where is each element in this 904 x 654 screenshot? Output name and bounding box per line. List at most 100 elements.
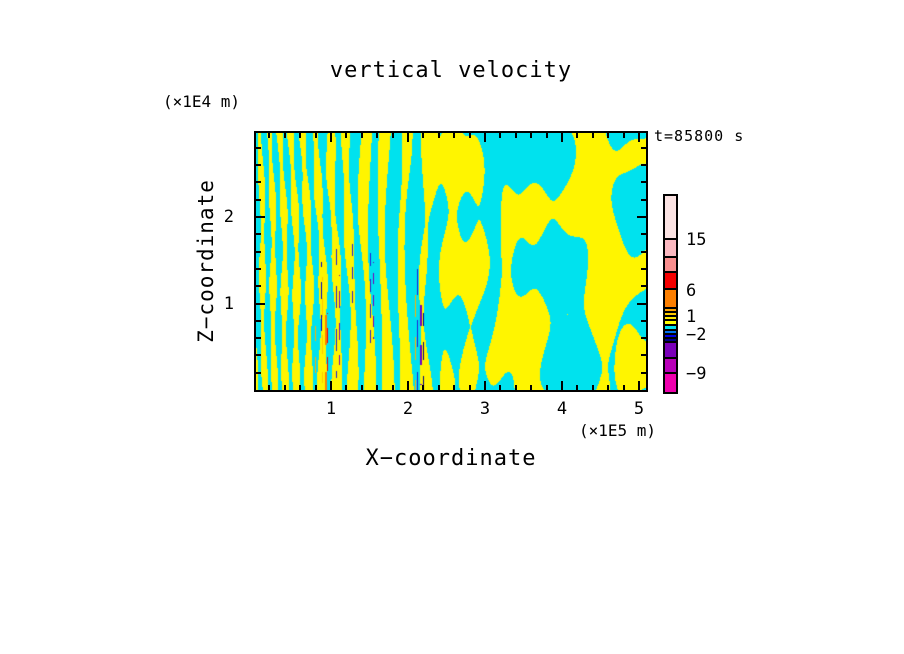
- x-minor-tick: [623, 385, 625, 390]
- colorbar-tick-label: 15: [686, 230, 707, 250]
- chart-title: vertical velocity: [329, 58, 573, 83]
- z-major-tick: [256, 303, 265, 305]
- x-minor-tick: [623, 133, 625, 138]
- z-minor-tick: [256, 233, 261, 235]
- x-minor-tick: [576, 133, 578, 138]
- x-major-tick: [330, 133, 332, 142]
- z-minor-tick: [641, 354, 646, 356]
- x-minor-tick: [284, 133, 286, 138]
- x-minor-tick: [469, 133, 471, 138]
- z-minor-tick: [256, 320, 261, 322]
- z-minor-tick: [641, 320, 646, 322]
- colorbar-tick-label: −2: [686, 325, 707, 345]
- z-minor-tick: [641, 181, 646, 183]
- z-minor-tick: [256, 199, 261, 201]
- z-minor-tick: [256, 337, 261, 339]
- z-axis-title: Z−coordinate: [194, 179, 218, 343]
- x-major-tick: [407, 133, 409, 142]
- x-minor-tick: [438, 385, 440, 390]
- x-minor-tick: [469, 385, 471, 390]
- z-tick-label: 1: [223, 294, 234, 314]
- velocity-field-canvas: [256, 133, 646, 390]
- colorbar-segment: [665, 256, 676, 271]
- x-minor-tick: [268, 133, 270, 138]
- z-minor-tick: [641, 164, 646, 166]
- colorbar-segment: [665, 319, 676, 324]
- x-major-tick: [638, 381, 640, 390]
- x-major-tick: [561, 133, 563, 142]
- x-minor-tick: [607, 133, 609, 138]
- x-minor-tick: [376, 385, 378, 390]
- z-minor-tick: [256, 164, 261, 166]
- x-minor-tick: [392, 133, 394, 138]
- x-minor-tick: [422, 385, 424, 390]
- x-minor-tick: [361, 385, 363, 390]
- x-minor-tick: [315, 133, 317, 138]
- colorbar-segment: [665, 238, 676, 256]
- z-major-tick: [637, 216, 646, 218]
- x-tick-label: 2: [402, 399, 414, 419]
- z-minor-tick: [256, 251, 261, 253]
- x-major-tick: [484, 381, 486, 390]
- z-major-tick: [637, 303, 646, 305]
- x-minor-tick: [592, 133, 594, 138]
- x-minor-tick: [299, 133, 301, 138]
- x-major-tick: [638, 133, 640, 142]
- x-minor-tick: [607, 385, 609, 390]
- z-minor-tick: [641, 285, 646, 287]
- x-minor-tick: [268, 385, 270, 390]
- x-minor-tick: [376, 133, 378, 138]
- x-minor-tick: [546, 133, 548, 138]
- x-minor-tick: [453, 385, 455, 390]
- colorbar-segment: [665, 341, 676, 357]
- axis-tick-layer: [256, 133, 646, 390]
- x-minor-tick: [515, 385, 517, 390]
- z-minor-tick: [256, 181, 261, 183]
- colorbar-tick-label: −9: [686, 364, 707, 384]
- x-minor-tick: [453, 133, 455, 138]
- x-minor-tick: [422, 133, 424, 138]
- colorbar-tick-label: 1: [686, 307, 697, 327]
- colorbar-segment: [665, 337, 676, 341]
- colorbar-segment: [665, 357, 676, 372]
- x-minor-tick: [499, 385, 501, 390]
- colorbar-segment: [665, 271, 676, 288]
- x-tick-label: 3: [479, 399, 491, 419]
- colorbar-segment: [665, 311, 676, 315]
- x-minor-tick: [284, 385, 286, 390]
- x-minor-tick: [515, 133, 517, 138]
- x-minor-tick: [546, 385, 548, 390]
- colorbar-segment: [665, 329, 676, 333]
- x-major-tick: [484, 133, 486, 142]
- z-minor-tick: [641, 372, 646, 374]
- z-major-tick: [256, 216, 265, 218]
- x-minor-tick: [530, 133, 532, 138]
- z-axis-unit-label: (×1E4 m): [163, 92, 241, 111]
- x-minor-tick: [299, 385, 301, 390]
- z-minor-tick: [641, 233, 646, 235]
- z-minor-tick: [256, 372, 261, 374]
- x-minor-tick: [392, 385, 394, 390]
- colorbar-segment: [665, 333, 676, 337]
- z-minor-tick: [256, 147, 261, 149]
- x-minor-tick: [592, 385, 594, 390]
- z-minor-tick: [641, 268, 646, 270]
- colorbar-segment: [665, 372, 676, 392]
- x-tick-label: 5: [633, 399, 645, 419]
- colorbar: [663, 194, 678, 394]
- plot-frame: [254, 131, 648, 392]
- z-minor-tick: [256, 268, 261, 270]
- x-minor-tick: [438, 133, 440, 138]
- x-minor-tick: [576, 385, 578, 390]
- x-minor-tick: [345, 133, 347, 138]
- x-minor-tick: [530, 385, 532, 390]
- z-minor-tick: [256, 285, 261, 287]
- z-minor-tick: [641, 199, 646, 201]
- time-annotation: t=85800 s: [654, 127, 745, 145]
- colorbar-segment: [665, 315, 676, 319]
- z-minor-tick: [641, 147, 646, 149]
- z-minor-tick: [641, 251, 646, 253]
- colorbar-segment: [665, 324, 676, 329]
- x-tick-label: 1: [325, 399, 337, 419]
- z-minor-tick: [641, 337, 646, 339]
